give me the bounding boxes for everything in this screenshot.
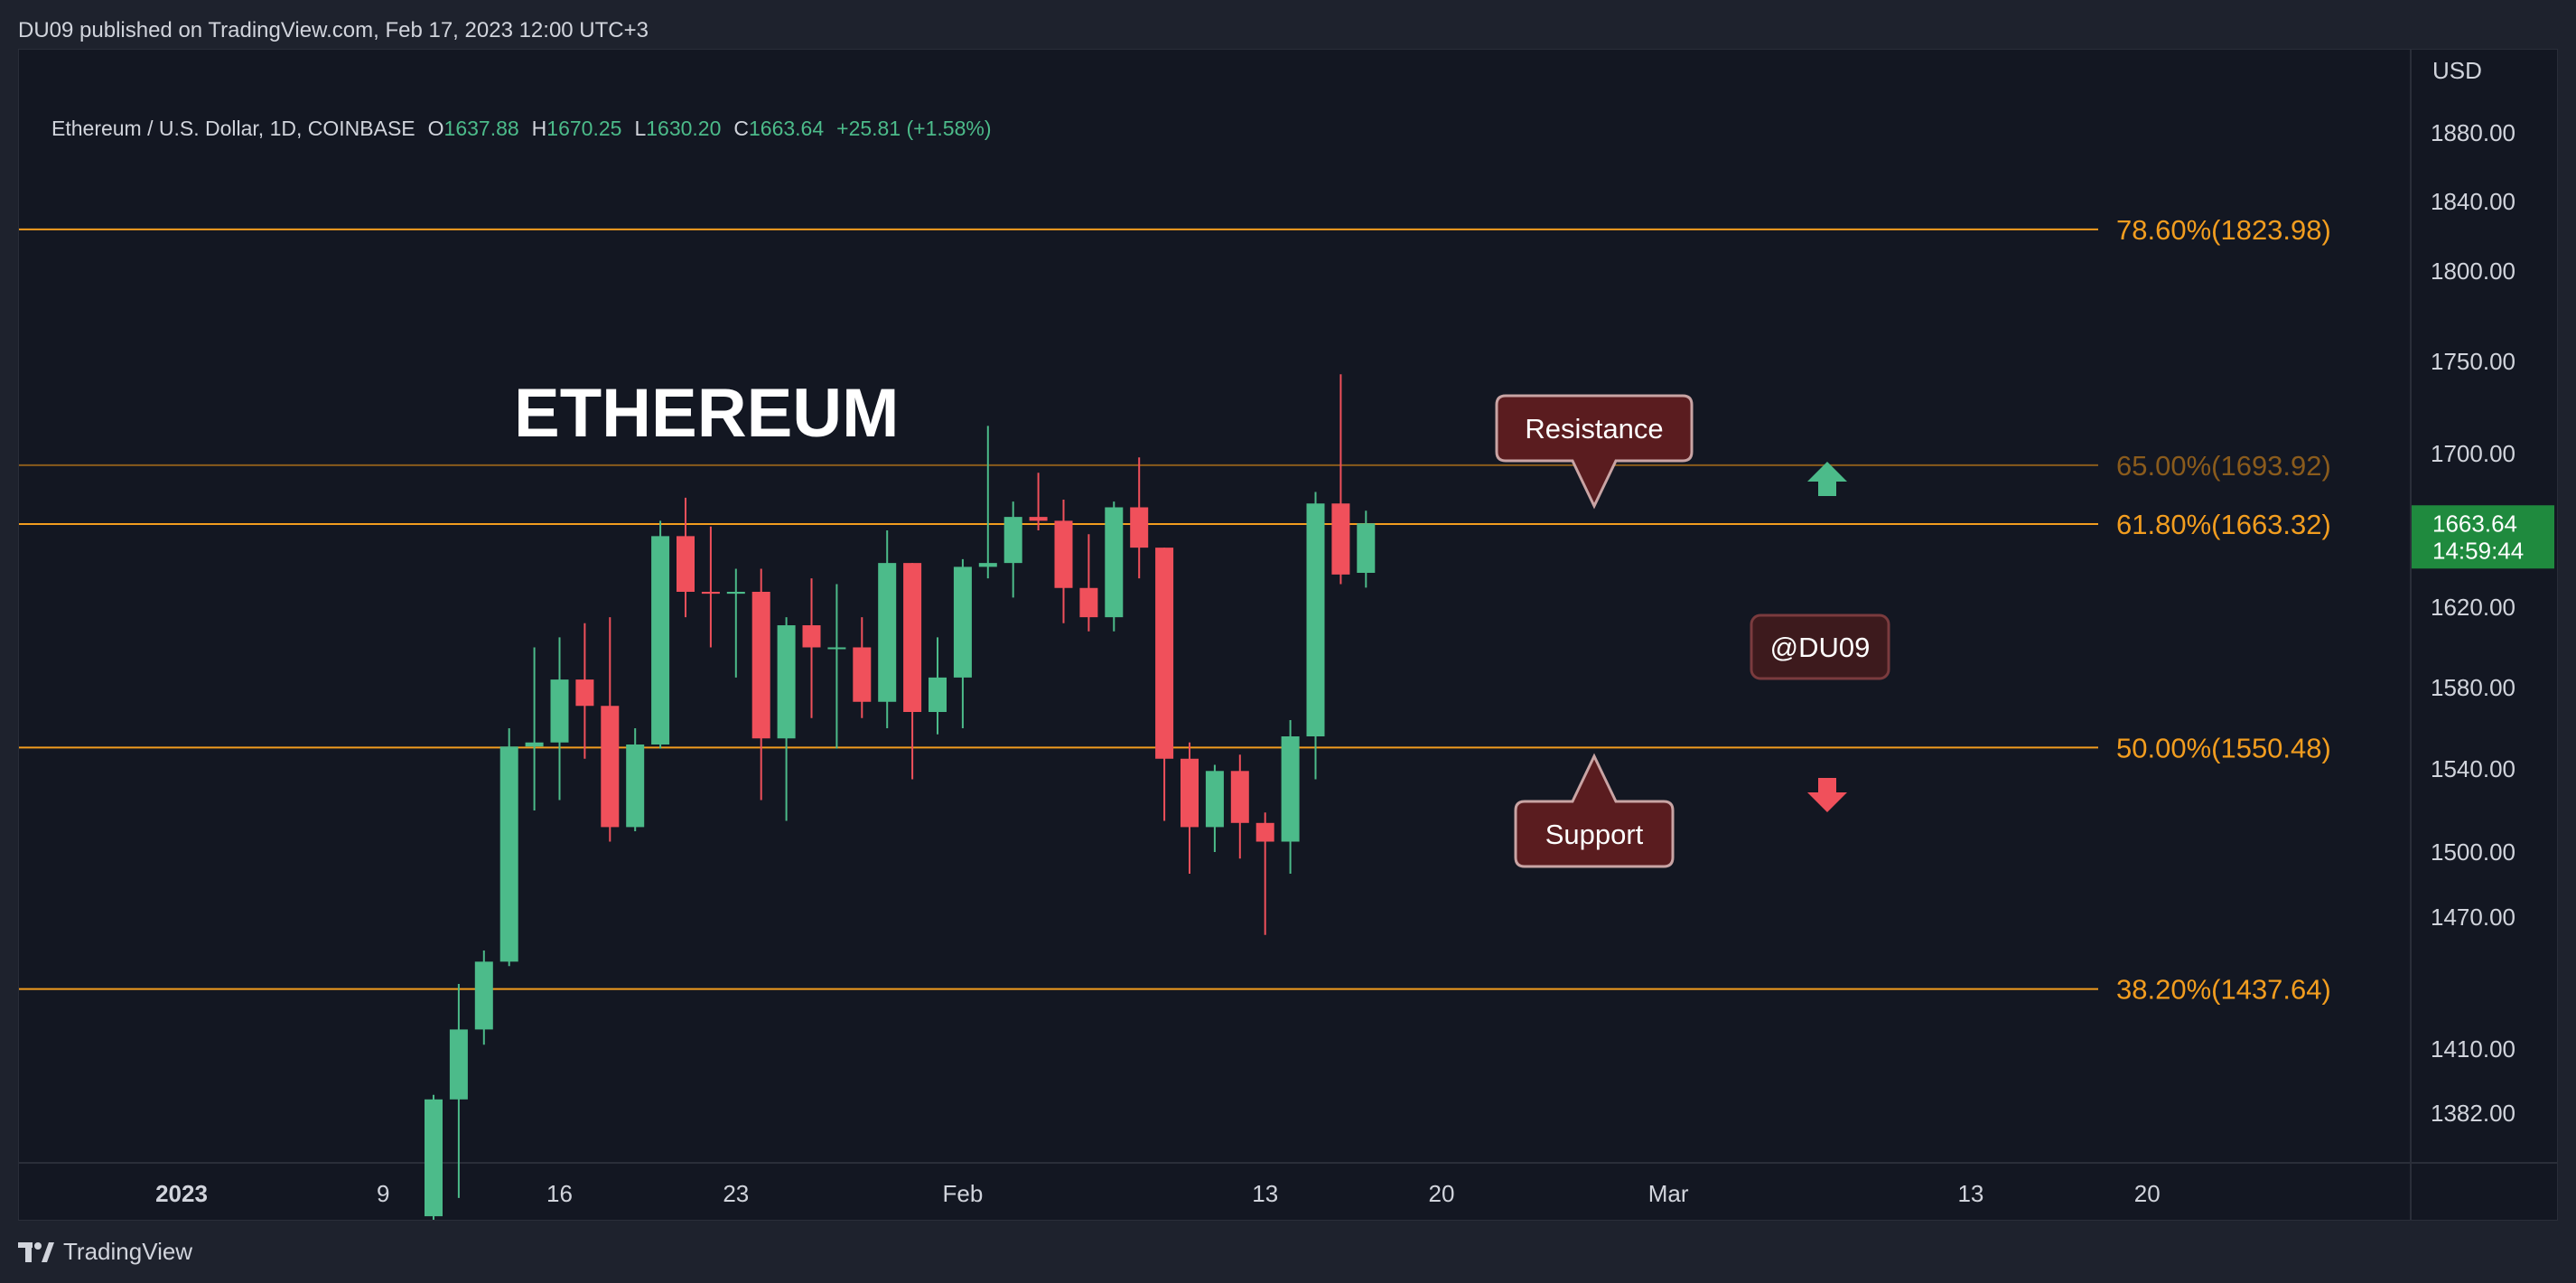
tradingview-logo-icon	[18, 1241, 54, 1262]
candle-body	[575, 679, 594, 707]
candle-body	[953, 567, 972, 678]
legend-change: +25.81 (+1.58%)	[836, 117, 992, 140]
watermark-label: @DU09	[1770, 632, 1871, 663]
y-tick-label: 1800.00	[2431, 258, 2515, 285]
y-tick-label: 1840.00	[2431, 188, 2515, 215]
candle-body	[827, 647, 846, 650]
tradingview-brand: TradingView	[63, 1238, 193, 1265]
last-price-tag	[2412, 505, 2554, 569]
legend-open-value: 1637.88	[443, 117, 519, 140]
chart-title: ETHEREUM	[514, 375, 899, 452]
candle-body	[1306, 503, 1325, 736]
publish-header: DU09 published on TradingView.com, Feb 1…	[0, 0, 2576, 56]
x-tick-label: 9	[377, 1180, 389, 1207]
y-tick-label: 1382.00	[2431, 1100, 2515, 1127]
candle-body	[929, 677, 947, 712]
candle-body	[1155, 548, 1174, 759]
candle-body	[550, 679, 569, 743]
chart-frame[interactable]: USD 1880.00 1840.00 1800.00 1750.00 1700.00 16…	[18, 49, 2558, 1221]
fib-level-label: 78.60%(1823.98)	[2116, 214, 2331, 246]
resistance-callout	[1495, 394, 1694, 510]
candle-body	[651, 536, 670, 745]
up-arrow-icon	[1807, 462, 1847, 496]
candle-body	[1230, 771, 1249, 823]
candle-body	[701, 592, 720, 595]
candle-body	[1130, 507, 1149, 548]
candle-body	[726, 592, 745, 595]
y-tick-label: 1540.00	[2431, 755, 2515, 782]
chart-canvas[interactable]: USD 1880.00 1840.00 1800.00 1750.00 1700.00 16…	[19, 50, 2557, 1220]
x-tick-label: Mar	[1648, 1180, 1689, 1207]
candle-body	[978, 563, 997, 567]
legend-low-value: 1630.20	[646, 117, 722, 140]
price-axis-currency: USD	[2432, 57, 2482, 84]
candle-body	[878, 563, 897, 702]
candle-body	[802, 625, 821, 648]
fib-level-label: 50.00%(1550.48)	[2116, 732, 2331, 763]
candle-body	[425, 1099, 443, 1217]
candle-body	[853, 647, 872, 702]
fib-level-label: 65.00%(1693.92)	[2116, 450, 2331, 482]
y-tick-label: 1470.00	[2431, 904, 2515, 931]
support-callout	[1514, 753, 1675, 868]
candle-body	[1054, 520, 1073, 588]
footer-bar: TradingView	[0, 1222, 2576, 1283]
candle-body	[1079, 587, 1098, 618]
candle-body	[1357, 523, 1376, 574]
x-tick-label: 13	[1252, 1180, 1278, 1207]
candle-body	[1181, 758, 1199, 828]
candle-body	[1105, 507, 1124, 618]
candle-body	[1205, 771, 1224, 828]
candle-body	[1255, 822, 1274, 842]
x-tick-label: 20	[2134, 1180, 2161, 1207]
watermark-box	[1750, 613, 1890, 680]
down-arrow-icon	[1807, 778, 1847, 812]
fib-level-label: 38.20%(1437.64)	[2116, 974, 2331, 1006]
legend-high-label: H	[531, 117, 547, 140]
last-price-value: 1663.64	[2432, 510, 2517, 537]
candle-body	[903, 563, 922, 712]
y-tick-label: 1700.00	[2431, 440, 2515, 467]
legend-close-label: C	[733, 117, 749, 140]
legend-high-value: 1670.25	[546, 117, 622, 140]
x-tick-label: 16	[546, 1180, 573, 1207]
ohlc-legend: Ethereum / U.S. Dollar, 1D, COINBASE O163…	[51, 117, 991, 141]
candle-body	[449, 1029, 468, 1100]
x-tick-label: 20	[1429, 1180, 1455, 1207]
candle-body	[751, 592, 770, 739]
x-tick-label: 23	[723, 1180, 749, 1207]
y-tick-label: 1580.00	[2431, 674, 2515, 701]
x-tick-label: 13	[1957, 1180, 1983, 1207]
legend-close-value: 1663.64	[749, 117, 825, 140]
y-tick-label: 1500.00	[2431, 838, 2515, 866]
y-tick-label: 1620.00	[2431, 594, 2515, 621]
candle-body	[525, 742, 544, 747]
legend-open-label: O	[427, 117, 444, 140]
tradingview-logo[interactable]: TradingView	[18, 1238, 192, 1266]
last-price-countdown: 14:59:44	[2432, 537, 2524, 564]
candle-body	[777, 625, 796, 739]
publish-text: DU09 published on TradingView.com, Feb 1…	[18, 18, 649, 42]
candle-body	[474, 961, 493, 1030]
support-label: Support	[1545, 819, 1644, 850]
candle-body	[1029, 517, 1048, 521]
x-tick-label: Feb	[942, 1180, 983, 1207]
legend-low-label: L	[634, 117, 647, 140]
candle-body	[1003, 517, 1022, 564]
candle-body	[601, 706, 620, 828]
y-tick-label: 1750.00	[2431, 348, 2515, 375]
x-tick-label: 2023	[155, 1180, 208, 1207]
candle-body	[1331, 503, 1350, 575]
y-tick-label: 1880.00	[2431, 119, 2515, 146]
candle-body	[499, 746, 518, 962]
candle-body	[677, 536, 695, 592]
resistance-label: Resistance	[1525, 413, 1663, 445]
fib-level-label: 61.80%(1663.32)	[2116, 509, 2331, 540]
legend-symbol: Ethereum / U.S. Dollar, 1D, COINBASE	[51, 117, 415, 140]
candle-body	[626, 745, 645, 828]
candle-body	[1281, 736, 1300, 842]
y-tick-label: 1410.00	[2431, 1035, 2515, 1063]
